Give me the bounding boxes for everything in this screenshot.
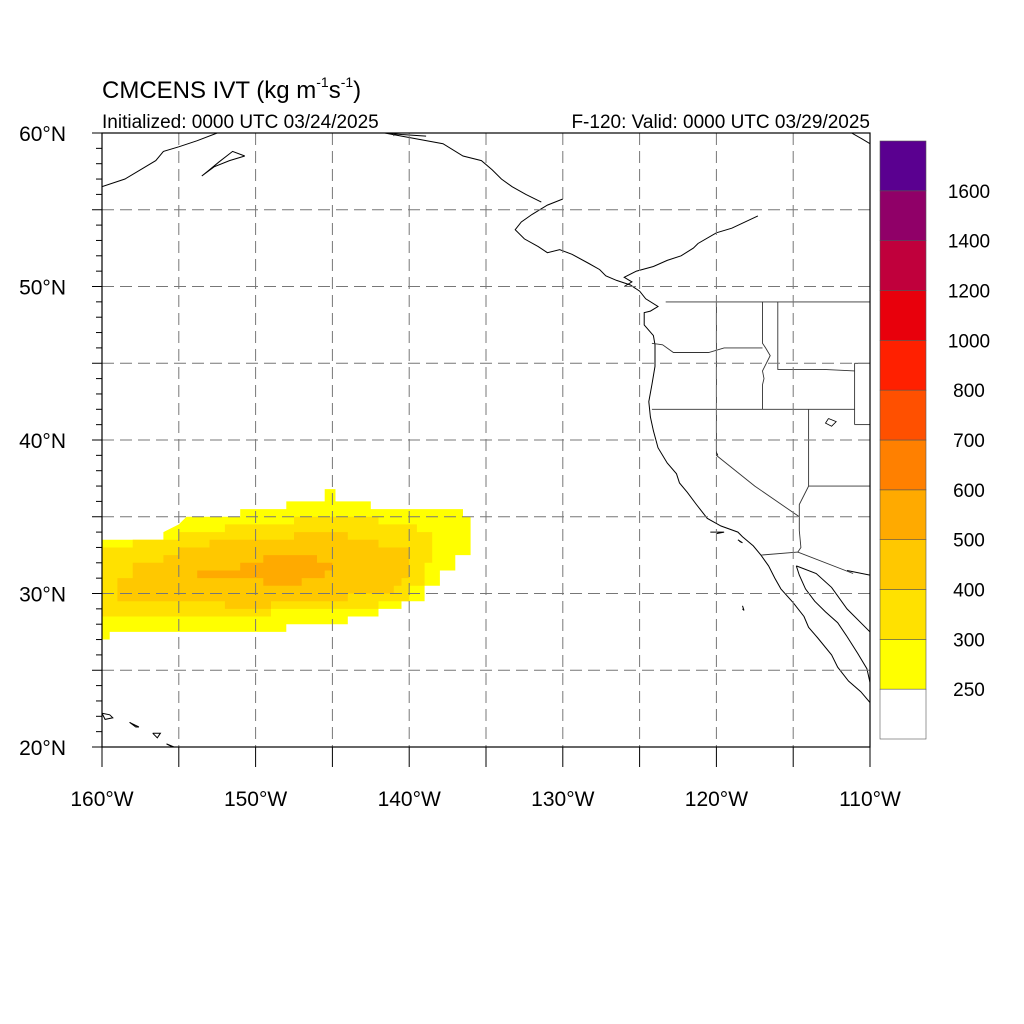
ivt-region-500 [197, 555, 333, 586]
coastline-segment [846, 570, 870, 576]
coastline-segment [710, 531, 725, 535]
border-segment [762, 301, 771, 410]
coastline-segment [851, 133, 870, 145]
lon-label: 150°W [224, 788, 287, 811]
lon-label: 160°W [70, 788, 133, 811]
colorbar-box [879, 589, 927, 640]
coastline-segment [102, 712, 114, 720]
coastline-segment [514, 198, 870, 703]
colorbar-label: 250 [953, 680, 985, 701]
coastline-segment [166, 743, 175, 747]
colorbar-box [879, 190, 927, 241]
coastline-segment [152, 732, 162, 739]
colorbar-box [879, 389, 927, 441]
valid-label: F-120: Valid: 0000 UTC 03/29/2025 [571, 112, 870, 133]
coastlines [102, 133, 870, 747]
lat-label: 30°N [19, 584, 66, 607]
colorbar-box [879, 340, 927, 391]
plot-title: CMCENS IVT (kg m-1s-1) [102, 74, 361, 104]
colorbar-label: 800 [953, 381, 985, 402]
colorbar-box [879, 439, 927, 491]
colorbar-label: 600 [953, 481, 985, 502]
lat-label: 40°N [19, 430, 66, 453]
border-segment [651, 342, 763, 353]
colorbar-label: 400 [953, 581, 985, 602]
map-area [102, 133, 870, 747]
border-segment [797, 516, 802, 553]
lon-label: 120°W [685, 788, 748, 811]
border-segment [777, 301, 855, 372]
colorbar: 250 300 400 500 600 700 800 1000 1200 1400 1600 [879, 140, 990, 740]
colorbar-box [879, 539, 927, 590]
colorbar-label: 1600 [948, 182, 990, 203]
lake-outline [824, 418, 837, 427]
colorbar-box [879, 290, 927, 341]
colorbar-label: 1000 [948, 331, 990, 352]
coastline-segment [201, 150, 245, 177]
border-segment [798, 409, 810, 517]
lon-label: 130°W [531, 788, 594, 811]
coastline-segment [129, 721, 140, 728]
coastline-segment [623, 215, 759, 287]
lon-label: 140°W [378, 788, 441, 811]
ivt-shading [102, 489, 471, 640]
grid-lines [102, 133, 870, 747]
colorbar-box [879, 489, 927, 540]
lat-label: 50°N [19, 277, 66, 300]
longitude-labels: 160°W 150°W 140°W 130°W 120°W 110°W [70, 788, 901, 811]
lon-label: 110°W [839, 788, 901, 811]
colorbar-box [879, 639, 927, 690]
lat-label: 60°N [19, 123, 66, 146]
lat-label: 20°N [19, 737, 66, 760]
colorbar-box [879, 240, 927, 291]
coastline-segment [795, 565, 870, 683]
colorbar-label: 700 [953, 431, 985, 452]
coastline-segment [102, 133, 219, 188]
lake-outline [716, 452, 719, 456]
colorbar-label: 1400 [948, 232, 990, 253]
colorbar-label: 500 [953, 531, 985, 552]
axis-ticks [92, 132, 871, 767]
initialized-label: Initialized: 0000 UTC 03/24/2025 [102, 112, 379, 133]
coastline-segment [742, 605, 745, 611]
colorbar-box [879, 140, 927, 192]
colorbar-label: 1200 [948, 282, 990, 303]
coastline-segment [737, 539, 743, 544]
colorbar-box [879, 688, 927, 740]
colorbar-label: 300 [953, 630, 985, 651]
coastline-segment [796, 565, 870, 633]
latitude-labels: 60°N 50°N 40°N 30°N 20°N [19, 123, 66, 760]
